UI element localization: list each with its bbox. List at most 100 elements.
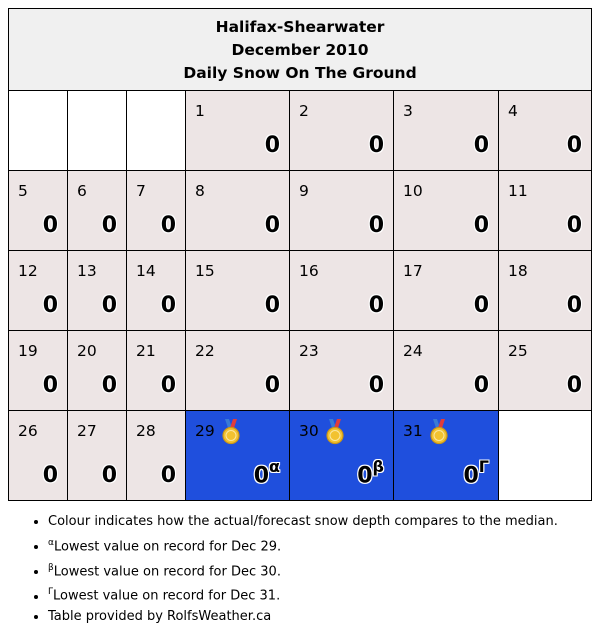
day-cell: 11 0 (497, 170, 593, 251)
snow-depth-value: 0α (253, 457, 280, 488)
day-number: 21 (136, 342, 156, 360)
snow-depth-number: 0 (368, 293, 384, 318)
snow-depth-value: 0 (161, 463, 176, 488)
day-number: 22 (195, 342, 215, 360)
snow-depth-value: 0 (102, 213, 117, 238)
day-number: 9 (299, 182, 309, 200)
snow-depth-number: 0 (368, 213, 384, 238)
snow-depth-number: 0 (368, 373, 384, 398)
day-number: 24 (403, 342, 423, 360)
snow-depth-value: 0 (43, 373, 58, 398)
snow-depth-number: 0 (566, 133, 583, 158)
snow-depth-number: 0 (264, 373, 280, 398)
day-number: 29 (195, 422, 215, 440)
snow-depth-value: 0 (102, 373, 117, 398)
day-cell: 26 0 (8, 410, 68, 501)
snow-depth-value: 0 (43, 213, 58, 238)
legend-notes: Colour indicates how the actual/forecast… (30, 512, 558, 628)
snow-depth-number: 0 (473, 213, 489, 238)
snow-depth-number: 0 (101, 213, 117, 238)
snow-depth-value: 0 (567, 293, 582, 318)
day-number: 28 (136, 422, 156, 440)
chart-title: Daily Snow On The Ground (183, 64, 417, 82)
day-cell: 22 0 (185, 330, 290, 411)
snow-depth-number: 0 (473, 133, 489, 158)
day-cell: 17 0 (393, 250, 499, 331)
snow-depth-number: 0 (566, 293, 583, 318)
snow-depth-number: 0 (357, 463, 373, 488)
snow-depth-value: 0 (161, 293, 176, 318)
snow-depth-value: 0 (102, 463, 117, 488)
medal-icon (428, 419, 450, 445)
snow-depth-value: 0 (161, 373, 176, 398)
snow-depth-number: 0 (566, 213, 583, 238)
note-credit: Table provided by RolfsWeather.ca (48, 607, 558, 628)
medal-icon (324, 419, 346, 445)
empty-day-cell (497, 410, 593, 501)
snow-depth-number: 0 (42, 213, 58, 238)
record-footnote-mark: Γ (478, 456, 489, 476)
day-cell: 18 0 (497, 250, 593, 331)
record-footnote-mark: β (372, 456, 384, 476)
snow-depth-number: 0 (473, 293, 489, 318)
empty-day-cell (126, 90, 186, 171)
day-cell: 28 0 (126, 410, 186, 501)
snow-depth-number: 0 (101, 463, 117, 488)
day-number: 2 (299, 102, 309, 120)
snow-calendar: Halifax-Shearwater December 2010 Daily S… (7, 8, 593, 501)
snow-depth-value: 0 (265, 213, 280, 238)
day-cell: 31 0Γ (393, 410, 499, 501)
day-number: 17 (403, 262, 423, 280)
day-cell: 14 0 (126, 250, 186, 331)
day-cell: 15 0 (185, 250, 290, 331)
day-number: 6 (77, 182, 87, 200)
note-colour: Colour indicates how the actual/forecast… (48, 512, 558, 533)
month-label: December 2010 (231, 41, 369, 59)
snow-depth-value: 0 (474, 373, 489, 398)
snow-depth-value: 0 (369, 133, 384, 158)
day-number: 30 (299, 422, 319, 440)
snow-depth-number: 0 (160, 463, 176, 488)
day-number: 23 (299, 342, 319, 360)
week-row: 5 0 6 0 7 0 8 0 9 0 10 0 11 0 (8, 170, 593, 251)
snow-depth-number: 0 (473, 373, 489, 398)
snow-depth-number: 0 (160, 373, 176, 398)
day-cell: 21 0 (126, 330, 186, 411)
day-number: 10 (403, 182, 423, 200)
day-number: 11 (508, 182, 528, 200)
snow-depth-number: 0 (42, 463, 58, 488)
snow-depth-value: 0 (43, 293, 58, 318)
snow-depth-number: 0 (264, 293, 280, 318)
snow-depth-value: 0 (567, 373, 582, 398)
day-number: 1 (195, 102, 205, 120)
day-cell: 20 0 (67, 330, 127, 411)
day-cell: 19 0 (8, 330, 68, 411)
snow-depth-value: 0Γ (463, 456, 489, 488)
snow-depth-number: 0 (264, 213, 280, 238)
snow-depth-number: 0 (368, 133, 384, 158)
day-cell: 27 0 (67, 410, 127, 501)
note-beta: βLowest value on record for Dec 30. (48, 558, 558, 583)
day-number: 12 (18, 262, 38, 280)
note-gamma: ΓLowest value on record for Dec 31. (48, 582, 558, 607)
snow-depth-number: 0 (463, 463, 479, 488)
day-number: 27 (77, 422, 97, 440)
station-name: Halifax-Shearwater (215, 18, 385, 36)
snow-depth-number: 0 (253, 463, 269, 488)
week-row: 19 0 20 0 21 0 22 0 23 0 24 0 25 0 (8, 330, 593, 411)
snow-depth-value: 0 (369, 293, 384, 318)
day-number: 4 (508, 102, 518, 120)
day-number: 13 (77, 262, 97, 280)
snow-depth-value: 0 (474, 133, 489, 158)
day-number: 7 (136, 182, 146, 200)
snow-depth-number: 0 (160, 213, 176, 238)
day-number: 19 (18, 342, 38, 360)
day-number: 20 (77, 342, 97, 360)
snow-depth-value: 0 (102, 293, 117, 318)
day-cell: 23 0 (289, 330, 394, 411)
calendar-header: Halifax-Shearwater December 2010 Daily S… (7, 8, 593, 91)
